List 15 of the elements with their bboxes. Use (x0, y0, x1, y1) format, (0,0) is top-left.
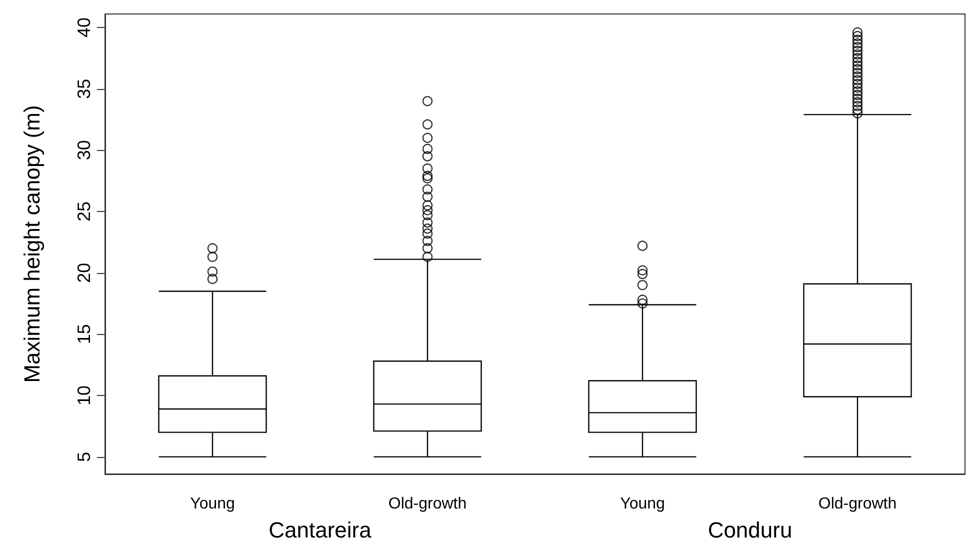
text: Cantareira (268, 518, 372, 542)
y-tick-label: 5 (74, 452, 94, 462)
y-tick-label: 30 (74, 140, 94, 160)
y-axis-title: Maximum height canopy (m) (20, 105, 44, 383)
y-tick-label: 20 (74, 262, 94, 283)
x-tick-label: Old-growth (818, 496, 897, 512)
x-tick-label: Young (190, 496, 235, 512)
x-tick-label: Old-growth (388, 496, 467, 512)
x-tick-label: Young (620, 496, 665, 512)
y-tick-label: 25 (74, 201, 94, 222)
y-tick-label: 15 (74, 324, 94, 344)
text: Conduru (708, 518, 792, 542)
y-tick-label: 40 (74, 17, 94, 38)
y-tick-label: 10 (74, 385, 94, 406)
y-tick-label: 35 (74, 78, 94, 99)
